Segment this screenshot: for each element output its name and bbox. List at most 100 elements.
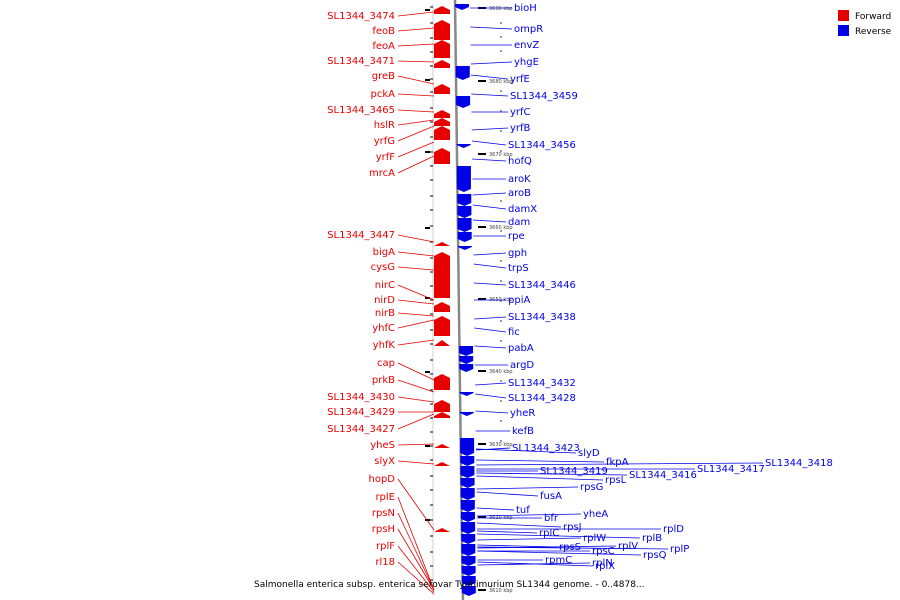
reverse-gene-label[interactable]: rplX [595,561,615,572]
reverse-gene-label[interactable]: rpsJ [563,522,582,533]
reverse-gene-label[interactable]: yrfE [510,74,530,85]
reverse-gene-feature[interactable] [457,246,472,250]
reverse-gene-feature[interactable] [457,232,472,242]
reverse-gene-feature[interactable] [456,144,471,148]
reverse-gene-label[interactable]: SL1344_3417 [697,464,765,475]
reverse-gene-label[interactable]: SL1344_3432 [508,378,576,389]
reverse-gene-feature[interactable] [460,478,475,488]
reverse-gene-label[interactable]: yrfB [510,123,531,134]
reverse-gene-label[interactable]: SL1344_3459 [510,91,578,102]
reverse-gene-label[interactable]: rpe [508,231,525,242]
reverse-gene-label[interactable]: rpsG [580,482,603,493]
reverse-gene-feature[interactable] [456,166,471,192]
reverse-gene-label[interactable]: kefB [512,426,534,437]
forward-gene-label[interactable]: yhfC [372,323,395,334]
reverse-gene-feature[interactable] [459,346,474,356]
forward-gene-feature[interactable] [434,148,450,164]
forward-gene-feature[interactable] [434,374,450,390]
forward-gene-feature[interactable] [434,252,450,298]
forward-gene-label[interactable]: SL1344_3427 [327,424,395,435]
reverse-gene-label[interactable]: hofQ [508,156,532,167]
forward-gene-label[interactable]: greB [372,71,395,82]
forward-gene-feature[interactable] [434,462,450,466]
forward-gene-feature[interactable] [434,110,450,118]
reverse-gene-feature[interactable] [457,206,472,218]
reverse-gene-label[interactable]: SL1344_3418 [765,458,833,469]
forward-gene-label[interactable]: hslR [374,120,395,131]
reverse-gene-label[interactable]: rplN [592,558,613,569]
forward-gene-feature[interactable] [434,316,450,336]
reverse-gene-label[interactable]: fusA [540,491,562,502]
reverse-gene-label[interactable]: bioH [514,3,537,14]
reverse-gene-label[interactable]: trpS [508,263,529,274]
reverse-gene-label[interactable]: gph [508,248,527,259]
reverse-gene-label[interactable]: argD [510,360,534,371]
forward-gene-feature[interactable] [434,242,450,246]
reverse-gene-label[interactable]: fic [508,327,520,338]
forward-gene-label[interactable]: SL1344_3465 [327,105,395,116]
forward-gene-label[interactable]: yheS [370,440,395,451]
forward-gene-label[interactable]: prkB [372,375,395,386]
reverse-gene-feature[interactable] [461,556,476,566]
reverse-gene-label[interactable]: SL1344_3419 [540,466,608,477]
reverse-gene-feature[interactable] [455,66,470,80]
forward-gene-label[interactable]: yrfG [374,136,395,147]
reverse-gene-feature[interactable] [461,534,476,544]
reverse-gene-feature[interactable] [457,194,472,206]
forward-gene-feature[interactable] [434,400,450,412]
forward-gene-label[interactable]: feoA [372,41,395,52]
reverse-gene-label[interactable]: slyD [578,448,600,459]
reverse-gene-label[interactable]: aroB [508,188,531,199]
forward-gene-feature[interactable] [434,126,450,140]
reverse-gene-label[interactable]: yheR [510,408,535,419]
forward-gene-feature[interactable] [434,528,450,532]
reverse-gene-feature[interactable] [456,96,471,108]
reverse-gene-label[interactable]: pabA [508,343,534,354]
reverse-gene-label[interactable]: damX [508,204,537,215]
forward-gene-label[interactable]: nirB [375,308,395,319]
reverse-gene-label[interactable]: SL1344_3416 [629,470,697,481]
forward-gene-label[interactable]: SL1344_3474 [327,11,395,22]
forward-gene-label[interactable]: rpsN [372,508,395,519]
reverse-gene-label[interactable]: rpmC [545,555,572,566]
reverse-gene-label[interactable]: rpsS [559,542,581,553]
forward-gene-label[interactable]: cysG [371,262,395,273]
forward-gene-label[interactable]: rl18 [375,557,395,568]
forward-gene-feature[interactable] [434,20,450,40]
reverse-gene-feature[interactable] [459,392,474,396]
forward-gene-label[interactable]: slyX [374,456,395,467]
forward-gene-label[interactable]: SL1344_3471 [327,56,395,67]
reverse-gene-label[interactable]: aroK [508,174,531,185]
forward-gene-label[interactable]: cap [377,358,395,369]
reverse-gene-feature[interactable] [460,438,475,456]
reverse-gene-label[interactable]: envZ [514,40,539,51]
forward-gene-feature[interactable] [434,412,450,418]
forward-gene-label[interactable]: yrfF [376,152,396,163]
reverse-gene-label[interactable]: yheA [583,509,608,520]
forward-gene-label[interactable]: rplE [375,492,395,503]
reverse-gene-label[interactable]: SL1344_3456 [508,140,576,151]
forward-gene-feature[interactable] [434,6,450,14]
reverse-gene-label[interactable]: rplC [539,528,559,539]
forward-gene-label[interactable]: hopD [368,474,395,485]
forward-gene-label[interactable]: rplF [376,541,395,552]
forward-gene-label[interactable]: SL1344_3429 [327,407,395,418]
reverse-gene-feature[interactable] [461,576,476,586]
forward-gene-label[interactable]: nirC [375,280,395,291]
forward-gene-label[interactable]: mrcA [369,168,395,179]
reverse-gene-label[interactable]: ompR [514,24,543,35]
reverse-gene-label[interactable]: fkpA [606,457,629,468]
forward-gene-label[interactable]: rpsH [372,524,395,535]
reverse-gene-label[interactable]: rplD [663,524,684,535]
reverse-gene-feature[interactable] [460,466,475,478]
forward-gene-label[interactable]: SL1344_3447 [327,230,395,241]
reverse-gene-feature[interactable] [461,566,476,576]
reverse-gene-feature[interactable] [459,364,474,372]
forward-gene-feature[interactable] [434,60,450,68]
forward-gene-label[interactable]: feoB [372,26,395,37]
reverse-gene-label[interactable]: SL1344_3446 [508,280,576,291]
forward-gene-feature[interactable] [434,118,450,126]
forward-gene-feature[interactable] [434,84,450,94]
reverse-gene-label[interactable]: rpsQ [643,550,667,561]
reverse-gene-label[interactable]: yrfC [510,107,531,118]
